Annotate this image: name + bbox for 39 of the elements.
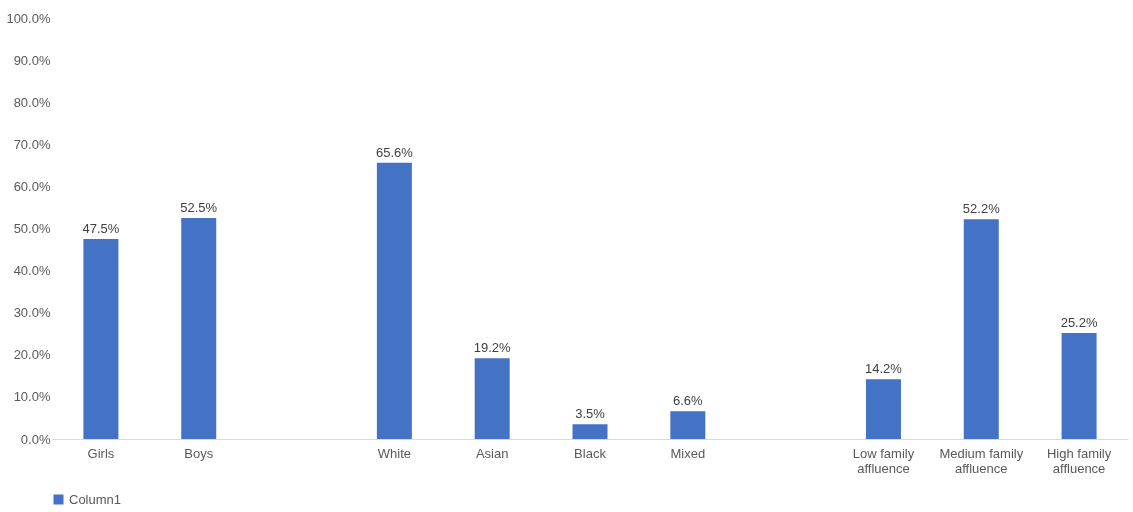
data-label: 6.6% bbox=[673, 393, 704, 409]
x-tick-label: White bbox=[377, 445, 411, 461]
y-tick-label: 40.0% bbox=[13, 263, 51, 279]
y-tick-label: 100.0% bbox=[6, 10, 51, 26]
y-tick-label: 90.0% bbox=[13, 52, 51, 68]
bar bbox=[572, 424, 608, 439]
data-label: 3.5% bbox=[575, 406, 606, 422]
y-tick-label: 80.0% bbox=[13, 94, 51, 110]
legend-label: Column1 bbox=[69, 491, 122, 507]
x-tick-label: Black bbox=[574, 445, 607, 461]
x-tick-label: Medium family affluence bbox=[939, 445, 1024, 476]
data-label: 65.6% bbox=[375, 144, 414, 160]
data-label: 47.5% bbox=[82, 221, 120, 237]
y-tick-label: 70.0% bbox=[13, 136, 51, 152]
data-label: 14.2% bbox=[865, 361, 903, 377]
bar bbox=[670, 411, 706, 439]
y-tick-label: 50.0% bbox=[13, 221, 51, 236]
data-label: 52.2% bbox=[962, 201, 1001, 217]
y-tick-label: 60.0% bbox=[13, 178, 51, 194]
y-tick-label: 20.0% bbox=[13, 347, 51, 363]
x-tick-label: Boys bbox=[184, 445, 214, 461]
x-tick-label: Mixed bbox=[670, 445, 706, 461]
bar bbox=[865, 379, 901, 439]
bar bbox=[181, 217, 217, 439]
y-tick-label: 0.0% bbox=[20, 431, 51, 447]
x-tick-label: Low family affluence bbox=[852, 445, 915, 476]
data-label: 52.5% bbox=[180, 199, 218, 215]
data-label: 25.2% bbox=[1060, 314, 1098, 330]
data-label: 19.2% bbox=[473, 340, 512, 356]
x-tick-label: Asian bbox=[475, 445, 509, 461]
bar bbox=[1061, 332, 1097, 439]
bar bbox=[474, 358, 510, 439]
bar bbox=[963, 219, 999, 439]
x-tick-label: Girls bbox=[87, 445, 115, 461]
x-tick-label: High family affluence bbox=[1046, 445, 1112, 476]
y-tick-label: 10.0% bbox=[13, 389, 51, 405]
bar bbox=[83, 239, 119, 439]
bar bbox=[376, 162, 412, 439]
y-tick-label: 30.0% bbox=[13, 305, 51, 321]
